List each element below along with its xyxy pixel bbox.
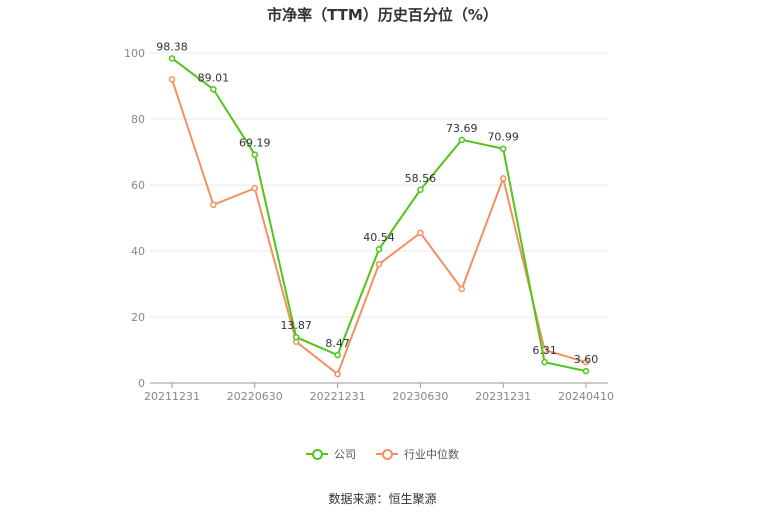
data-point-0[interactable] [375, 245, 383, 253]
data-point-1[interactable] [210, 201, 217, 209]
data-point-1[interactable] [458, 285, 466, 293]
data-point-0[interactable] [168, 55, 176, 62]
y-axis-ticks: 0 20 40 60 80 100 [124, 47, 145, 390]
data-point-1[interactable] [168, 76, 176, 83]
data-point-0[interactable] [210, 86, 217, 93]
legend-swatch-industry [376, 448, 398, 460]
y-tick-label: 60 [131, 179, 145, 192]
data-label: 6.31 [532, 344, 557, 357]
chart-title: 市净率（TTM）历史百分位（%） [267, 6, 498, 24]
data-point-1[interactable] [375, 260, 383, 268]
x-tick-label: 20230630 [392, 390, 448, 403]
legend-dot-company [312, 449, 323, 460]
data-point-0[interactable] [458, 136, 466, 144]
y-tick-label: 0 [138, 377, 145, 390]
series-line-0 [171, 57, 587, 373]
series-group [168, 55, 590, 378]
data-label: 8.47 [325, 337, 350, 350]
data-point-0[interactable] [417, 186, 424, 194]
data-label: 58.56 [405, 172, 437, 185]
data-label: 70.99 [487, 131, 519, 144]
data-point-1[interactable] [582, 358, 590, 366]
legend-label-industry: 行业中位数 [404, 448, 459, 461]
data-label: 69.19 [239, 137, 271, 150]
x-tick-label: 20220630 [227, 390, 283, 403]
x-axis: 20211231 20220630 20221231 20230630 20231231… [144, 382, 614, 403]
y-tick-label: 100 [124, 47, 145, 60]
data-label: 89.01 [198, 71, 230, 84]
legend-label-company: 公司 [334, 448, 356, 461]
x-tick-label: 20240410 [558, 390, 614, 403]
data-point-0[interactable] [499, 145, 507, 152]
source-text: 数据来源：恒生聚源 [328, 492, 437, 506]
x-tick-label: 20221231 [310, 390, 366, 403]
x-tick-label: 20231231 [475, 390, 531, 403]
grid-lines [150, 52, 608, 318]
legend-swatch-company [306, 448, 328, 460]
x-tick-label: 20211231 [144, 390, 200, 403]
legend-item-company[interactable]: 公司 [306, 446, 356, 462]
data-point-1[interactable] [334, 370, 341, 378]
data-point-0[interactable] [582, 367, 590, 375]
legend-dot-industry [382, 449, 393, 460]
data-point-1[interactable] [417, 229, 424, 237]
data-label: 3.60 [574, 353, 599, 366]
data-label: 98.38 [156, 40, 188, 53]
data-point-1[interactable] [499, 175, 507, 182]
data-point-0[interactable] [334, 351, 341, 359]
y-tick-label: 20 [131, 311, 145, 324]
y-tick-label: 80 [131, 113, 145, 126]
y-tick-label: 40 [131, 245, 145, 258]
data-label: 73.69 [446, 122, 478, 135]
data-point-0[interactable] [292, 333, 300, 341]
data-point-1[interactable] [251, 185, 259, 192]
data-label: 13.87 [280, 319, 312, 332]
legend-item-industry[interactable]: 行业中位数 [376, 446, 459, 462]
data-label: 40.54 [363, 231, 395, 244]
data-point-0[interactable] [541, 358, 548, 366]
data-point-0[interactable] [251, 151, 259, 158]
data-labels: 98.38 89.01 69.19 13.87 8.47 40.54 58.56 73.69 7… [156, 40, 598, 366]
legend: 公司 行业中位数 [0, 446, 765, 462]
